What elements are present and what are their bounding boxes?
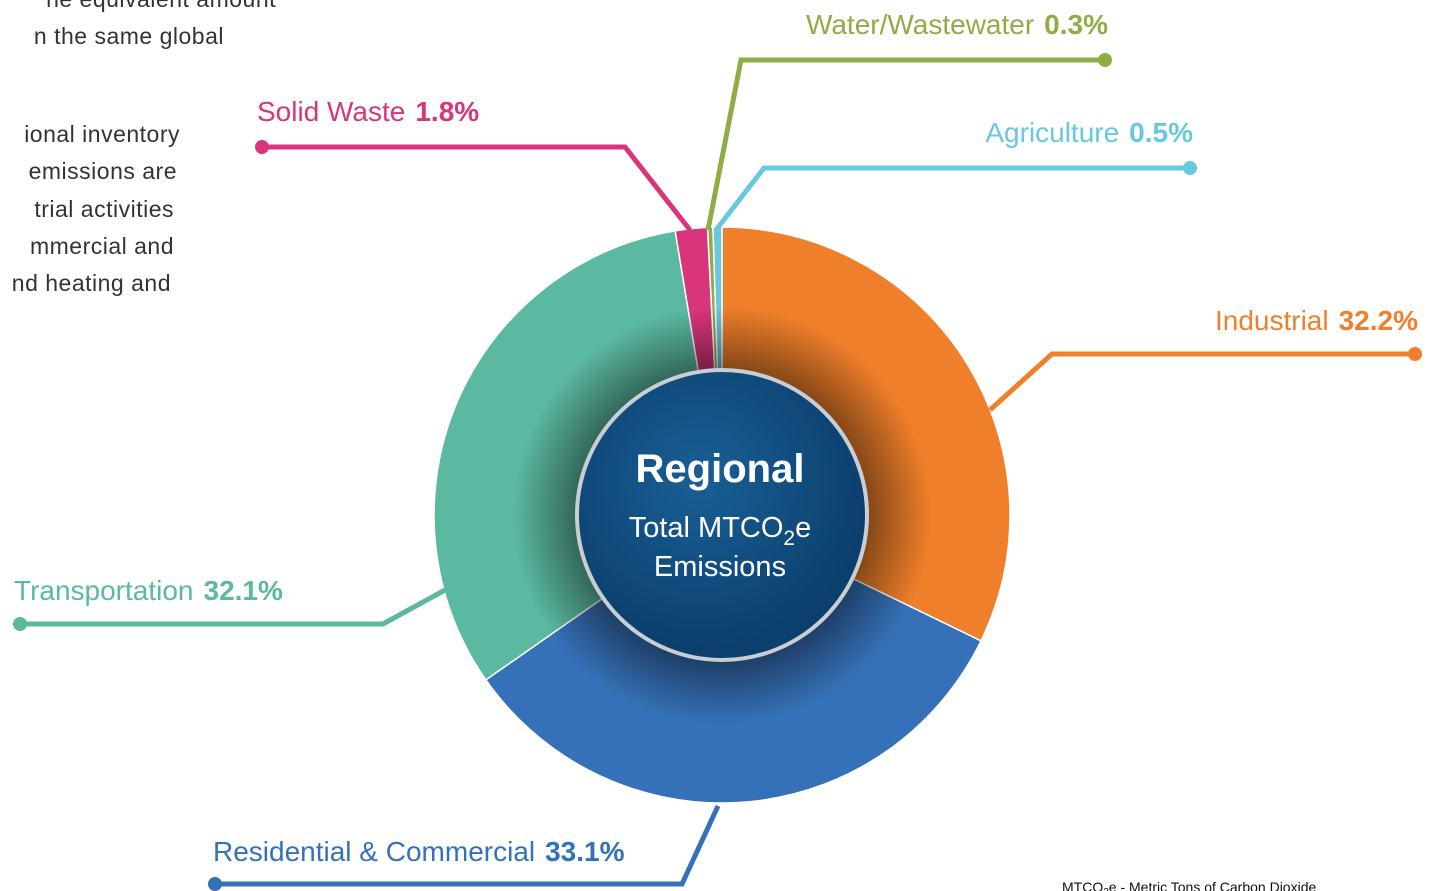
leader-line <box>262 144 692 232</box>
leader-line <box>714 165 1190 232</box>
leader-dot <box>255 140 269 154</box>
label-value: 32.1% <box>204 575 283 606</box>
center-subtitle: Total MTCO2e <box>629 512 812 550</box>
footnote-text: e - Metric Tons of Carbon Dioxide <box>1109 879 1317 891</box>
leader-line <box>705 57 1105 231</box>
leader-line <box>20 587 447 627</box>
label-value: 1.8% <box>415 96 479 127</box>
center-text: Total MTCO <box>629 512 784 544</box>
label-value: 0.3% <box>1044 9 1108 40</box>
label-name: Water/Wastewater <box>806 9 1034 40</box>
label-value: 0.5% <box>1129 117 1193 148</box>
leader-line <box>988 351 1415 412</box>
footnote-sub: 2 <box>1103 887 1109 891</box>
slice-label: Water/Wastewater 0.3% <box>806 9 1108 40</box>
label-name: Industrial <box>1215 305 1329 336</box>
paragraph-line: he equivalent amount <box>46 0 276 12</box>
slice-label: Transportation 32.1% <box>14 575 283 606</box>
slice-label: Agriculture 0.5% <box>985 117 1193 148</box>
label-name: Residential & Commercial <box>213 836 535 867</box>
label-value: 33.1% <box>545 836 624 867</box>
leader-dot <box>208 877 222 891</box>
leader-dot <box>1098 53 1112 67</box>
label-name: Solid Waste <box>257 96 405 127</box>
leader-dot <box>1408 347 1422 361</box>
center-subtitle: Emissions <box>654 551 786 583</box>
paragraph-line: trial activities <box>34 196 174 222</box>
center-sub: 2 <box>783 527 795 550</box>
slice-label: Industrial 32.2% <box>1215 305 1418 336</box>
paragraph-line: nd heating and <box>12 270 171 296</box>
paragraph-line: ional inventory <box>24 121 180 147</box>
center-title: Regional <box>636 447 805 491</box>
paragraph-line: mmercial and <box>30 233 174 259</box>
slice-label: Solid Waste 1.8% <box>257 96 479 127</box>
paragraph-line: emissions are <box>29 158 177 184</box>
paragraph-line: n the same global <box>34 23 224 49</box>
label-name: Agriculture <box>985 117 1119 148</box>
leader-dot <box>1183 161 1197 175</box>
label-value: 32.2% <box>1339 305 1418 336</box>
slice-label: Residential & Commercial 33.1% <box>213 836 625 867</box>
leader-dot <box>13 617 27 631</box>
center-disc <box>575 368 869 662</box>
footnote-text: MTCO <box>1062 879 1103 891</box>
center-text: e <box>795 512 811 544</box>
footnote: MTCO2e - Metric Tons of Carbon Dioxide <box>1062 879 1316 891</box>
label-name: Transportation <box>14 575 194 606</box>
leader-line <box>215 804 721 887</box>
